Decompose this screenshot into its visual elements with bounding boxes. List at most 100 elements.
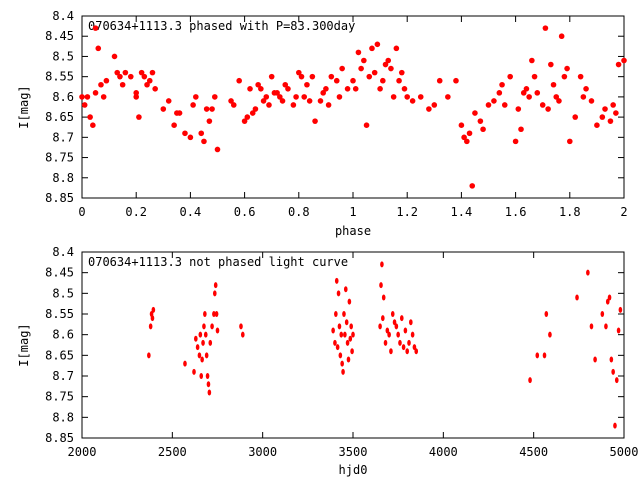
data-point	[200, 356, 204, 363]
data-point	[426, 106, 432, 112]
y-tick-label: 8.75	[45, 151, 74, 165]
data-point	[412, 344, 417, 351]
data-point	[515, 106, 522, 112]
data-point	[133, 94, 139, 100]
data-point	[586, 269, 590, 276]
data-point	[274, 90, 280, 96]
data-point	[213, 282, 218, 289]
data-point	[212, 290, 217, 297]
data-point	[92, 25, 99, 31]
data-point	[343, 331, 347, 338]
data-point	[103, 77, 110, 84]
data-point	[361, 57, 367, 64]
y-tick-label: 8.5	[52, 49, 74, 63]
data-point	[550, 81, 557, 88]
data-point	[236, 77, 242, 84]
data-point	[410, 331, 415, 338]
data-point	[344, 86, 351, 92]
data-point	[345, 339, 350, 346]
data-point	[279, 98, 286, 104]
data-point	[529, 57, 535, 64]
data-point	[258, 86, 264, 92]
data-point	[339, 65, 345, 72]
data-point	[545, 106, 551, 112]
data-point	[609, 356, 614, 363]
data-point	[204, 352, 209, 359]
data-point	[334, 311, 338, 317]
data-point	[374, 41, 381, 48]
data-point	[350, 348, 354, 355]
data-point	[469, 183, 476, 189]
data-point	[282, 81, 289, 88]
data-point	[247, 86, 253, 92]
data-point	[347, 298, 352, 305]
y-tick-label: 8.55	[45, 70, 74, 84]
data-point	[499, 81, 505, 88]
data-point	[379, 282, 383, 289]
data-point	[146, 77, 153, 84]
data-point	[561, 73, 568, 80]
data-point	[193, 94, 199, 100]
data-point	[548, 331, 552, 338]
data-point	[336, 290, 341, 297]
data-point	[331, 327, 335, 334]
data-point	[263, 94, 270, 100]
data-point	[198, 331, 203, 338]
data-point	[205, 373, 210, 379]
data-point	[588, 98, 595, 104]
data-point	[507, 73, 513, 80]
data-point	[380, 261, 384, 268]
x-tick-label: 5000	[610, 445, 639, 459]
phased-light-curve-chart: 0 0.2 0.4 0.6 0.8 1 1.2 1.4 1.6 1.8 2 8.4 8.45 8.5 8.5…	[17, 9, 628, 238]
data-point	[341, 368, 345, 375]
y-tick-label: 8.7	[52, 369, 74, 383]
data-point	[138, 69, 145, 76]
data-point	[252, 106, 259, 112]
data-point	[548, 61, 554, 68]
data-point	[293, 94, 299, 100]
data-point	[382, 61, 389, 68]
data-point	[317, 98, 324, 104]
y-tick-label: 8.55	[45, 307, 74, 321]
data-point	[239, 323, 243, 330]
data-point	[241, 118, 248, 124]
data-point	[390, 311, 395, 317]
data-point	[194, 335, 198, 342]
data-point	[296, 69, 302, 76]
data-point	[344, 319, 349, 326]
data-point	[203, 311, 207, 317]
data-point	[266, 102, 272, 108]
data-point	[366, 73, 373, 80]
unphased-light-curve-chart: 2000 2500 3000 3500 4000 4500 5000 8.4 8.45 8.5 8.…	[17, 245, 638, 477]
data-point	[328, 73, 335, 80]
data-point	[358, 65, 364, 72]
data-point	[604, 323, 608, 330]
data-point	[615, 61, 622, 68]
data-point	[301, 94, 308, 100]
data-point	[377, 86, 383, 92]
data-point	[436, 77, 443, 84]
y-tick-label: 8.5	[52, 286, 74, 300]
data-point	[378, 323, 382, 330]
x-tick-label: 3000	[248, 445, 277, 459]
x-tick-label: 0.6	[234, 205, 256, 219]
data-point	[399, 315, 404, 322]
data-point	[119, 81, 126, 88]
x-axis-label: hjd0	[339, 463, 368, 477]
data-point	[228, 98, 234, 104]
data-point	[352, 86, 359, 92]
data-point	[141, 73, 148, 80]
data-point	[144, 81, 150, 88]
data-point	[349, 323, 353, 330]
data-point	[333, 339, 337, 346]
data-point	[214, 311, 219, 317]
data-point	[472, 110, 478, 116]
x-tick-label: 0	[78, 205, 85, 219]
data-point	[518, 126, 524, 133]
data-point	[202, 323, 206, 330]
data-point	[206, 118, 213, 124]
data-point	[556, 98, 562, 104]
data-point	[290, 102, 297, 108]
data-point	[417, 94, 424, 100]
data-point	[150, 315, 155, 322]
